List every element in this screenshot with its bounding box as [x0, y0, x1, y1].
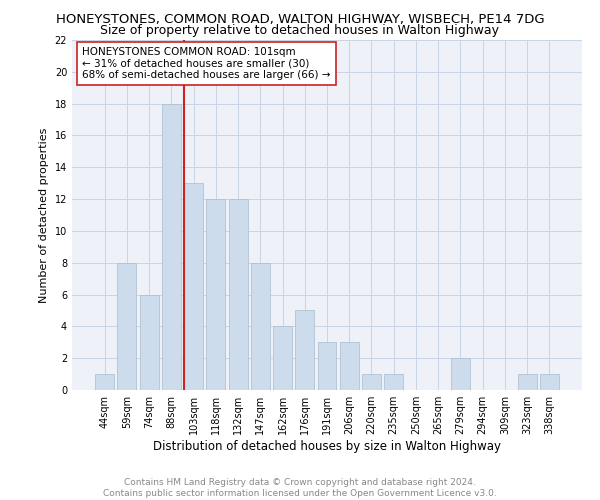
- Bar: [540, 374, 559, 390]
- Bar: [362, 374, 381, 390]
- Bar: [518, 374, 536, 390]
- Y-axis label: Number of detached properties: Number of detached properties: [39, 128, 49, 302]
- Bar: [229, 199, 248, 390]
- Bar: [295, 310, 314, 390]
- Bar: [273, 326, 292, 390]
- Bar: [251, 262, 270, 390]
- Bar: [95, 374, 114, 390]
- Text: HONEYSTONES, COMMON ROAD, WALTON HIGHWAY, WISBECH, PE14 7DG: HONEYSTONES, COMMON ROAD, WALTON HIGHWAY…: [56, 12, 544, 26]
- Text: Size of property relative to detached houses in Walton Highway: Size of property relative to detached ho…: [101, 24, 499, 37]
- Text: HONEYSTONES COMMON ROAD: 101sqm
← 31% of detached houses are smaller (30)
68% of: HONEYSTONES COMMON ROAD: 101sqm ← 31% of…: [82, 47, 331, 80]
- Bar: [340, 342, 359, 390]
- Text: Contains HM Land Registry data © Crown copyright and database right 2024.
Contai: Contains HM Land Registry data © Crown c…: [103, 478, 497, 498]
- Bar: [451, 358, 470, 390]
- Bar: [162, 104, 181, 390]
- Bar: [206, 199, 225, 390]
- Bar: [184, 183, 203, 390]
- Bar: [384, 374, 403, 390]
- Bar: [317, 342, 337, 390]
- X-axis label: Distribution of detached houses by size in Walton Highway: Distribution of detached houses by size …: [153, 440, 501, 453]
- Bar: [118, 262, 136, 390]
- Bar: [140, 294, 158, 390]
